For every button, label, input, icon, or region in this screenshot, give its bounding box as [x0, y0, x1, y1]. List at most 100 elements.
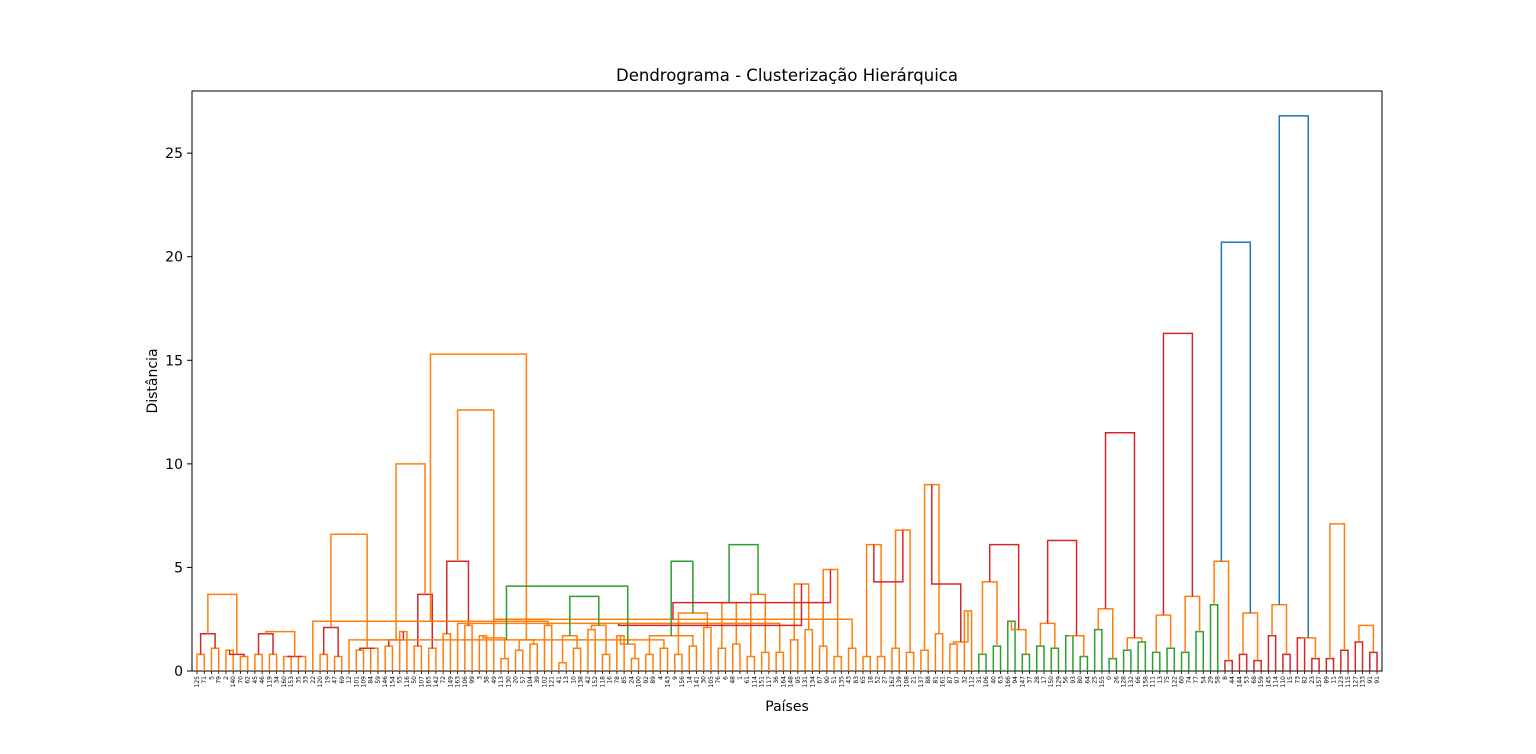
leaf-label: 85: [621, 676, 628, 684]
leaf-label: 35: [295, 676, 302, 684]
leaf-label: 36: [773, 676, 780, 684]
dendrogram-link: [239, 655, 249, 671]
leaf-label: 72: [440, 676, 447, 684]
leaf-label: 119: [266, 676, 273, 688]
leaf-label: 75: [1164, 676, 1171, 684]
dendrogram-link: [1137, 641, 1147, 671]
leaf-label: 162: [889, 676, 896, 688]
leaf-label: 18: [867, 676, 874, 684]
leaf-label: 148: [788, 676, 795, 688]
dendrogram-link: [978, 653, 987, 671]
leaf-label: 166: [1005, 676, 1012, 688]
dendrogram-link: [1039, 622, 1056, 649]
dendrogram-link: [1209, 603, 1219, 671]
leaf-label: 127: [1352, 676, 1359, 688]
leaf-label: 97: [954, 676, 961, 684]
y-tick-label: 20: [165, 250, 183, 266]
leaf-label: 63: [998, 676, 1005, 684]
dendrogram-link: [1126, 637, 1143, 651]
leaf-label: 150: [1048, 676, 1055, 688]
leaf-label: 142: [433, 676, 440, 688]
dendrogram-link: [1069, 635, 1085, 657]
dendrogram-link: [319, 653, 329, 671]
leaf-label: 82: [1302, 676, 1309, 684]
leaf-label: 76: [715, 676, 722, 684]
leaf-label: 138: [578, 676, 585, 688]
dendrogram-link: [1162, 332, 1194, 616]
leaf-label: 47: [332, 676, 339, 684]
dendrogram-link: [464, 624, 473, 671]
dendrogram-link: [429, 353, 528, 640]
dendrogram-link: [1311, 657, 1320, 671]
leaf-label: 41: [556, 676, 563, 684]
leaf-label: 60: [1179, 676, 1186, 684]
leaf-label: 163: [455, 676, 462, 688]
dendrogram-link: [1267, 635, 1277, 671]
leaf-label: 22: [310, 676, 317, 684]
leaf-label: 165: [426, 676, 433, 688]
dendrogram-link: [617, 584, 803, 627]
leaf-label: 118: [599, 676, 606, 688]
leaf-label: 27: [882, 676, 889, 684]
leaf-label: 99: [469, 676, 476, 684]
dendrogram-link: [543, 624, 553, 671]
leaf-label: 81: [932, 676, 939, 684]
leaf-label: 61: [744, 676, 751, 684]
leaf-label: 90: [824, 676, 831, 684]
dendrogram-link: [254, 653, 263, 671]
dendrogram-link: [1220, 241, 1252, 613]
leaf-label: 50: [411, 676, 418, 684]
leaf-label: 157: [1316, 676, 1323, 688]
leaf-label: 56: [1063, 676, 1070, 684]
leaf-label: 23: [1309, 676, 1316, 684]
leaf-label: 161: [940, 676, 947, 688]
leaf-label: 52: [874, 676, 881, 684]
leaf-label: 62: [245, 676, 252, 684]
dendrogram-link: [934, 632, 944, 671]
dendrogram-link: [728, 543, 759, 603]
dendrogram-link: [731, 643, 741, 671]
dendrogram-link: [1050, 647, 1060, 671]
leaf-label: 114: [751, 676, 758, 688]
leaf-label: 12: [346, 676, 353, 684]
leaf-label: 37: [1027, 676, 1034, 684]
leaf-label: 141: [694, 676, 701, 688]
dendrogram-link: [1097, 608, 1114, 659]
dendrogram-link: [355, 649, 365, 671]
dendrogram-link: [569, 595, 600, 636]
dendrogram-link: [923, 483, 940, 651]
leaf-label: 45: [252, 676, 259, 684]
leaf-label: 94: [1012, 676, 1019, 684]
leaf-label: 29: [1207, 676, 1214, 684]
leaf-label: 19: [324, 676, 331, 684]
leaf-label: 64: [1084, 676, 1091, 684]
leaf-label: 2: [223, 676, 230, 680]
leaf-label: 152: [592, 676, 599, 688]
dendrogram-link: [369, 647, 379, 671]
leaf-label: 5: [208, 676, 215, 680]
leaf-label: 0: [1106, 676, 1113, 680]
dendrogram-link: [1155, 614, 1172, 653]
leaf-label: 106: [983, 676, 990, 688]
leaf-label: 131: [802, 676, 809, 688]
dendrogram-link: [1354, 641, 1364, 671]
leaf-label: 153: [288, 676, 295, 688]
leaf-label: 38: [484, 676, 491, 684]
dendrogram-link: [1021, 653, 1031, 671]
dendrogram-link: [514, 649, 524, 671]
dendrogram-link: [1253, 659, 1262, 671]
leaf-label: 83: [853, 676, 860, 684]
leaf-label: 107: [418, 676, 425, 688]
dendrogram-link: [1282, 653, 1291, 671]
dendrogram-link: [427, 647, 437, 671]
dendrogram-link: [505, 585, 629, 645]
dendrogram-link: [1358, 624, 1375, 653]
dendrogram-link: [1122, 649, 1132, 671]
leaf-label: 88: [925, 676, 932, 684]
dendrogram-link: [395, 463, 426, 640]
dendrogram-link: [862, 655, 872, 671]
leaf-label: 51: [831, 676, 838, 684]
leaf-label: 95: [795, 676, 802, 684]
dendrogram-link: [1325, 657, 1335, 671]
leaf-label: 89: [650, 676, 657, 684]
